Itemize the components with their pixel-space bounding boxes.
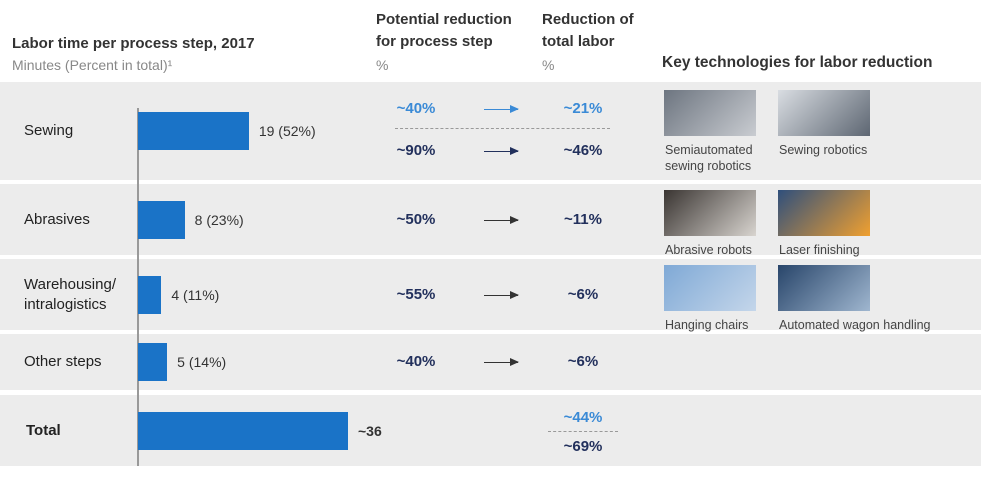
tech-caption: Hanging chairs (665, 318, 749, 332)
tech-image (778, 90, 870, 136)
chart-subtitle: Minutes (Percent in total)¹ (12, 57, 173, 73)
category-label: Sewing (24, 122, 74, 139)
arrow-head (510, 215, 519, 224)
tech-image (664, 90, 756, 136)
total-reduction: ~46% (563, 142, 603, 159)
reduction: ~40% (396, 100, 436, 117)
arrow (484, 109, 518, 111)
column-header: Key technologies for labor reduction (662, 54, 933, 71)
column-header: Reduction of total labor (542, 11, 634, 50)
total-reduction: ~44% (563, 408, 603, 426)
category-label: Other steps (24, 353, 102, 370)
value-label: ~36 (358, 422, 382, 439)
total-reduction: ~6% (567, 285, 599, 303)
tech-caption: Semiautomated sewing robotics (665, 143, 753, 173)
bar (138, 112, 249, 150)
arrow-head (510, 105, 519, 113)
total-reduction: ~69% (563, 437, 603, 455)
reduction: ~90% (396, 142, 436, 159)
tech-image (778, 265, 870, 311)
value-label: 5 (14%) (177, 354, 227, 370)
column-unit: % (542, 57, 555, 73)
bar (138, 411, 348, 450)
axis-line (137, 108, 139, 466)
bar (138, 200, 185, 239)
bar (138, 343, 168, 381)
arrow (484, 294, 518, 296)
divider (548, 430, 618, 432)
arrow (484, 151, 518, 153)
arrow-head (510, 147, 519, 155)
total-reduction: ~21% (563, 100, 603, 117)
arrow-head (510, 358, 519, 366)
reduction: ~50% (396, 210, 436, 228)
value-label: 8 (23%) (194, 211, 244, 228)
chart-title: Labor time per process step, 2017 (12, 35, 255, 52)
divider (395, 128, 610, 129)
tech-image (778, 190, 870, 236)
total-reduction: ~6% (567, 353, 599, 370)
bar (138, 275, 162, 314)
category-label: Warehousing/ intralogistics (24, 275, 116, 313)
total-reduction: ~11% (564, 210, 602, 228)
reduction: ~55% (396, 285, 436, 303)
reduction: ~40% (396, 353, 436, 370)
category-label: Total (26, 421, 61, 439)
column-unit: % (376, 57, 389, 73)
arrow (484, 219, 518, 221)
value-label: 4 (11%) (171, 286, 220, 303)
column-header: Potential reduction for process step (376, 11, 512, 50)
tech-image (664, 190, 756, 236)
arrow-head (510, 290, 519, 299)
arrow (484, 362, 518, 364)
category-label: Abrasives (24, 210, 90, 228)
tech-caption: Abrasive robots (665, 243, 752, 257)
tech-caption: Sewing robotics (779, 143, 868, 157)
tech-caption: Automated wagon handling (779, 318, 931, 332)
value-label: 19 (52%) (258, 123, 316, 139)
tech-caption: Laser finishing (779, 243, 860, 257)
tech-image (664, 265, 756, 311)
